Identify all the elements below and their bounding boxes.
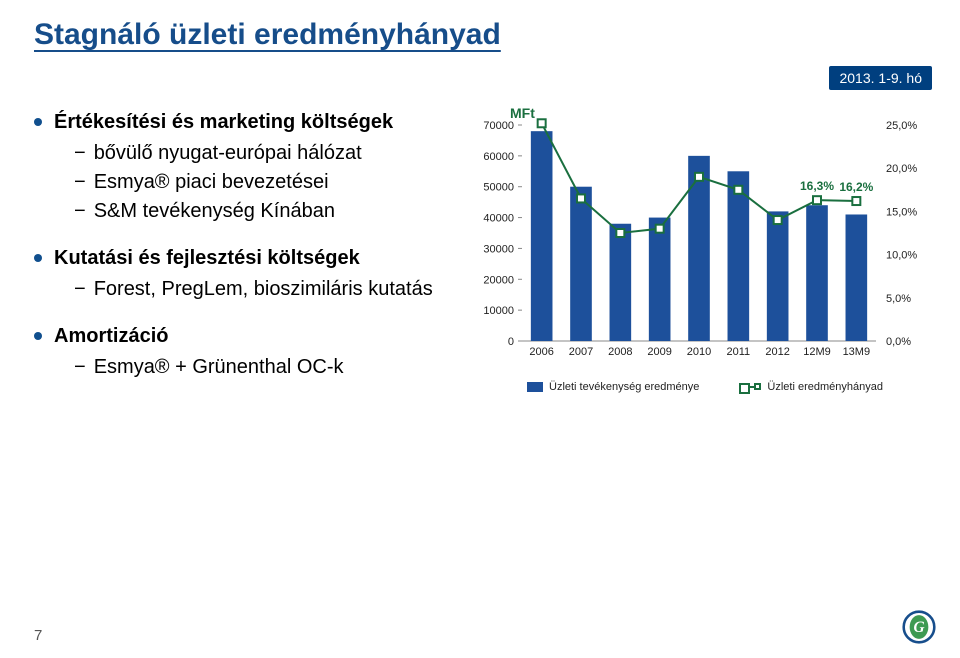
svg-text:2010: 2010 [687, 346, 711, 358]
date-badge: 2013. 1-9. hó [829, 66, 932, 90]
bullet-heading: Kutatási és fejlesztési költségek [54, 246, 360, 271]
bullet-dot-icon [34, 118, 42, 126]
svg-text:2008: 2008 [608, 346, 632, 358]
sub-bullet: S&M tevékenység Kínában [94, 199, 335, 224]
svg-text:20000: 20000 [483, 274, 514, 286]
svg-text:2009: 2009 [647, 346, 671, 358]
dash-icon: − [74, 277, 86, 302]
sub-bullet: Forest, PregLem, bioszimiláris kutatás [94, 277, 433, 302]
dash-icon: − [74, 141, 86, 166]
page-number: 7 [34, 627, 42, 644]
svg-text:12M9: 12M9 [803, 346, 831, 358]
svg-text:60000: 60000 [483, 151, 514, 163]
svg-text:2012: 2012 [765, 346, 789, 358]
svg-text:0: 0 [508, 336, 514, 348]
combo-chart: 0 10000 20000 30000 40000 50000 60000 70000 0,0%… [470, 105, 940, 373]
bullet-dot-icon [34, 332, 42, 340]
svg-text:0,0%: 0,0% [886, 336, 911, 348]
sub-bullet: bővülő nyugat-európai hálózat [94, 141, 362, 166]
svg-text:50000: 50000 [483, 182, 514, 194]
legend-swatch-line-icon [739, 382, 761, 392]
legend-label: Üzleti eredményhányad [767, 381, 883, 393]
legend-label: Üzleti tevékenység eredménye [549, 381, 699, 393]
dash-icon: − [74, 170, 86, 195]
bullet-heading: Amortizáció [54, 324, 168, 349]
chart-legend: Üzleti tevékenység eredménye Üzleti ered… [470, 381, 940, 393]
svg-text:20,0%: 20,0% [886, 163, 917, 175]
svg-text:25,0%: 25,0% [886, 120, 917, 132]
brand-logo-icon: G [902, 610, 936, 644]
svg-text:2011: 2011 [727, 346, 751, 358]
svg-text:10000: 10000 [483, 305, 514, 317]
svg-text:10,0%: 10,0% [886, 250, 917, 262]
svg-text:2006: 2006 [529, 346, 553, 358]
bullet-list: Értékesítési és marketing költségek −bőv… [34, 110, 454, 402]
chart-container: MFt 010000200003000040000500006000070000… [470, 105, 940, 405]
page-title: Stagnáló üzleti eredményhányad [34, 18, 501, 52]
svg-text:40000: 40000 [483, 213, 514, 225]
bullet-dot-icon [34, 254, 42, 262]
svg-text:5,0%: 5,0% [886, 293, 911, 305]
sub-bullet: Esmya® + Grünenthal OC-k [94, 355, 344, 380]
svg-text:16,2%: 16,2% [839, 180, 873, 194]
legend-swatch-bar-icon [527, 382, 543, 392]
svg-text:70000: 70000 [483, 120, 514, 132]
svg-text:16,3%: 16,3% [800, 179, 834, 193]
bullet-heading: Értékesítési és marketing költségek [54, 110, 393, 135]
svg-text:G: G [913, 619, 924, 636]
svg-text:2007: 2007 [569, 346, 593, 358]
sub-bullet: Esmya® piaci bevezetései [94, 170, 329, 195]
legend-item-bar: Üzleti tevékenység eredménye [527, 381, 699, 393]
dash-icon: − [74, 355, 86, 380]
legend-item-line: Üzleti eredményhányad [739, 381, 883, 393]
svg-text:30000: 30000 [483, 243, 514, 255]
svg-text:13M9: 13M9 [843, 346, 871, 358]
svg-text:15,0%: 15,0% [886, 206, 917, 218]
dash-icon: − [74, 199, 86, 224]
